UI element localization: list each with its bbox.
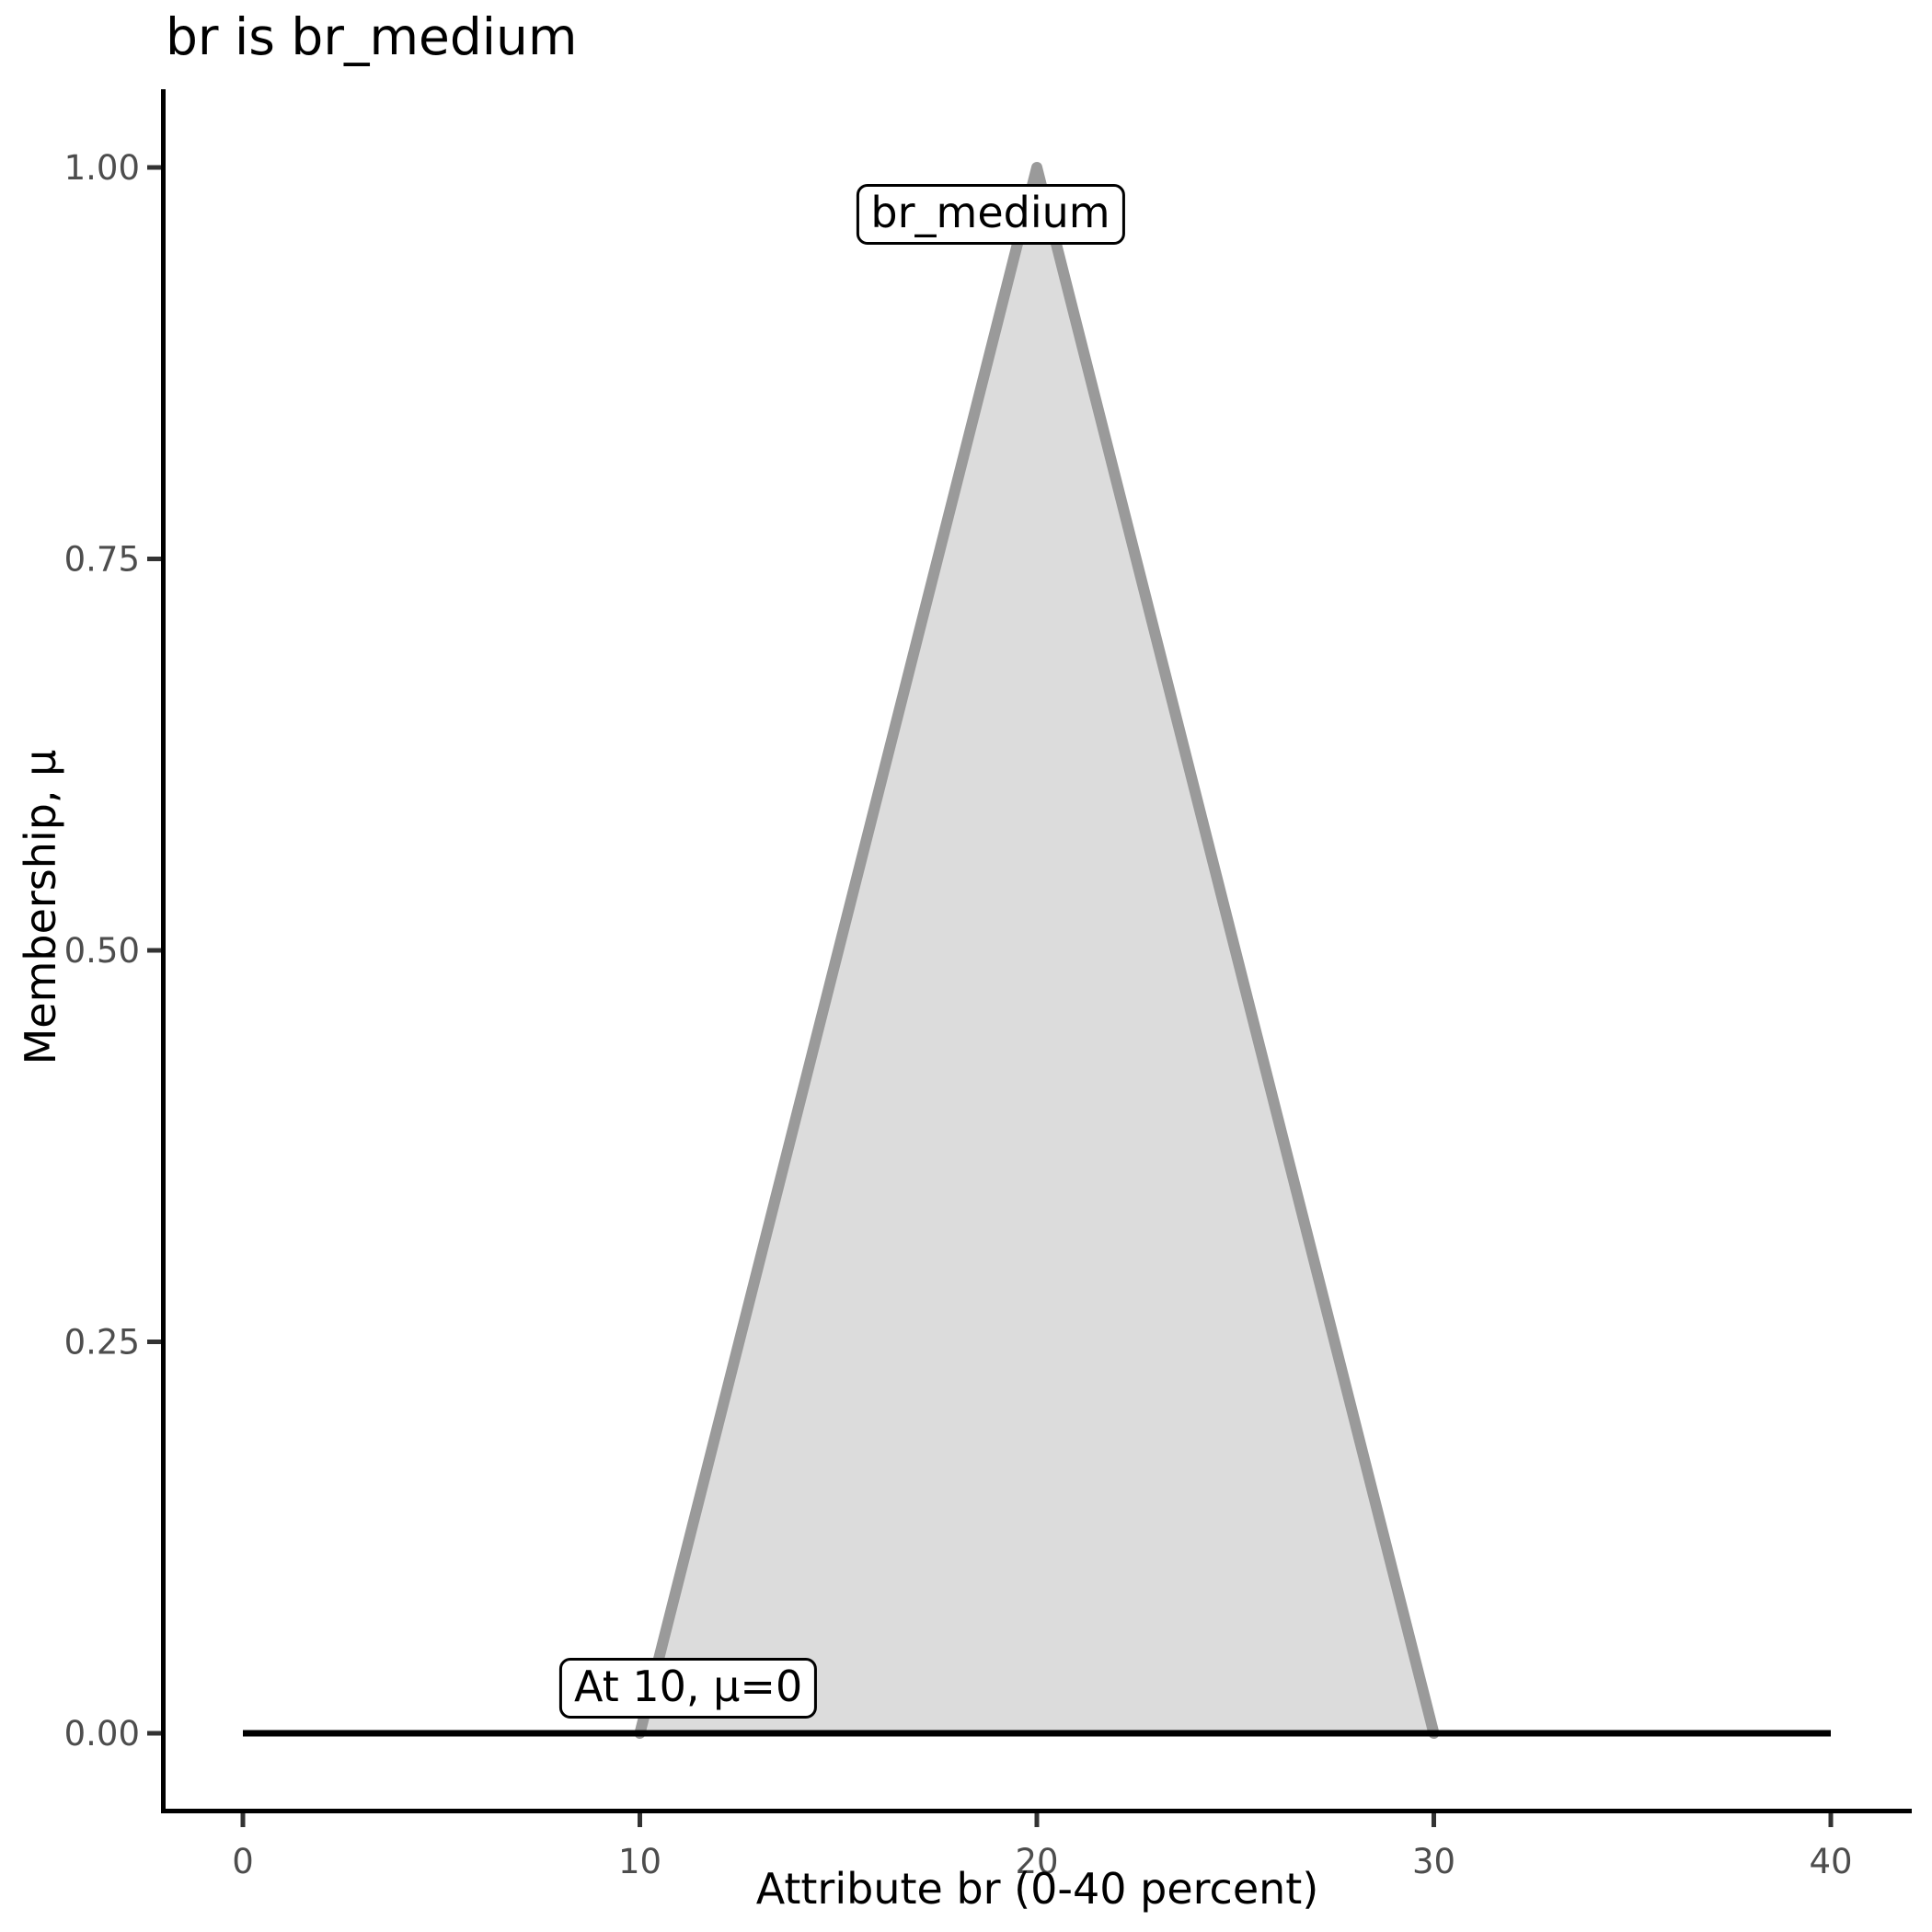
- x-tick-label: 0: [232, 1842, 254, 1881]
- y-tick-label: 0.75: [64, 540, 140, 580]
- br_medium-triangle-outline: [634, 162, 1440, 1739]
- br_medium-triangle-fill: [639, 167, 1434, 1733]
- x-tick-label: 10: [618, 1842, 661, 1881]
- x-tick-label: 30: [1412, 1842, 1455, 1881]
- y-axis-title: Membership, μ: [16, 749, 65, 1065]
- annotation-br-medium: br_medium: [856, 184, 1125, 246]
- x-tick-label: 40: [1809, 1842, 1852, 1881]
- y-tick-label: 0.25: [64, 1323, 140, 1363]
- annotation-at-10-mu-0: At 10, μ=0: [559, 1657, 818, 1719]
- x-tick-label: 20: [1015, 1842, 1058, 1881]
- y-tick-label: 1.00: [64, 148, 140, 188]
- y-tick-label: 0.50: [64, 931, 140, 971]
- chart-title: br is br_medium: [166, 7, 578, 66]
- y-tick-label: 0.00: [64, 1714, 140, 1754]
- x-axis-title: Attribute br (0-40 percent): [755, 1864, 1319, 1914]
